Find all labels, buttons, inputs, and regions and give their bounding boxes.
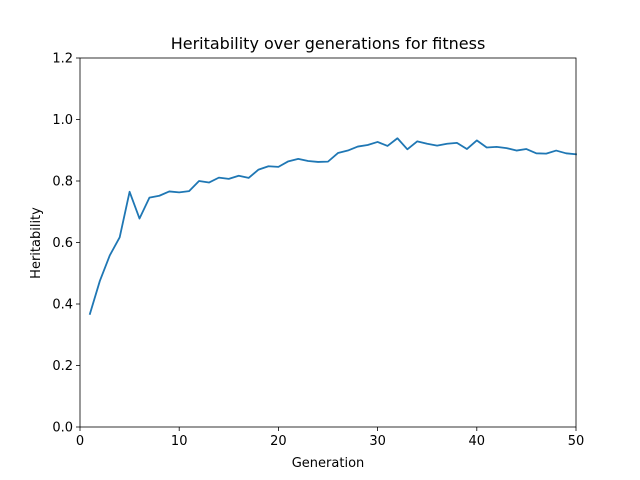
y-tick-label-6: 1.2 <box>52 52 73 67</box>
chart-title: Heritability over generations for fitnes… <box>171 34 486 53</box>
y-tick-label-3: 0.6 <box>52 236 73 251</box>
x-tick-label-5: 50 <box>568 434 585 449</box>
x-tick-label-1: 10 <box>171 434 188 449</box>
y-tick-label-4: 0.8 <box>52 175 73 190</box>
y-tick-label-5: 1.0 <box>52 113 73 128</box>
y-tick-label-0: 0.0 <box>52 421 73 436</box>
x-tick-label-2: 20 <box>270 434 287 449</box>
y-tick-label-2: 0.4 <box>52 298 73 313</box>
plot-area: 0 10 20 30 40 50 0.0 0.2 0.4 0.6 0.8 1.0 1.2 <box>52 52 584 450</box>
x-tick-label-0: 0 <box>76 434 84 449</box>
axes-frame <box>79 57 577 428</box>
y-tick-label-1: 0.2 <box>52 359 73 374</box>
x-axis-label: Generation <box>292 456 365 471</box>
series-line-0 <box>88 137 577 315</box>
x-tick-label-3: 30 <box>369 434 386 449</box>
y-axis-label: Heritability <box>29 207 44 279</box>
x-tick-label-4: 40 <box>469 434 486 449</box>
